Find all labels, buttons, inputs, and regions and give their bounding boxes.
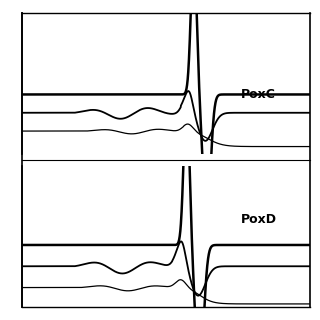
Text: PoxC: PoxC <box>241 88 276 101</box>
Text: PoxD: PoxD <box>241 213 277 227</box>
